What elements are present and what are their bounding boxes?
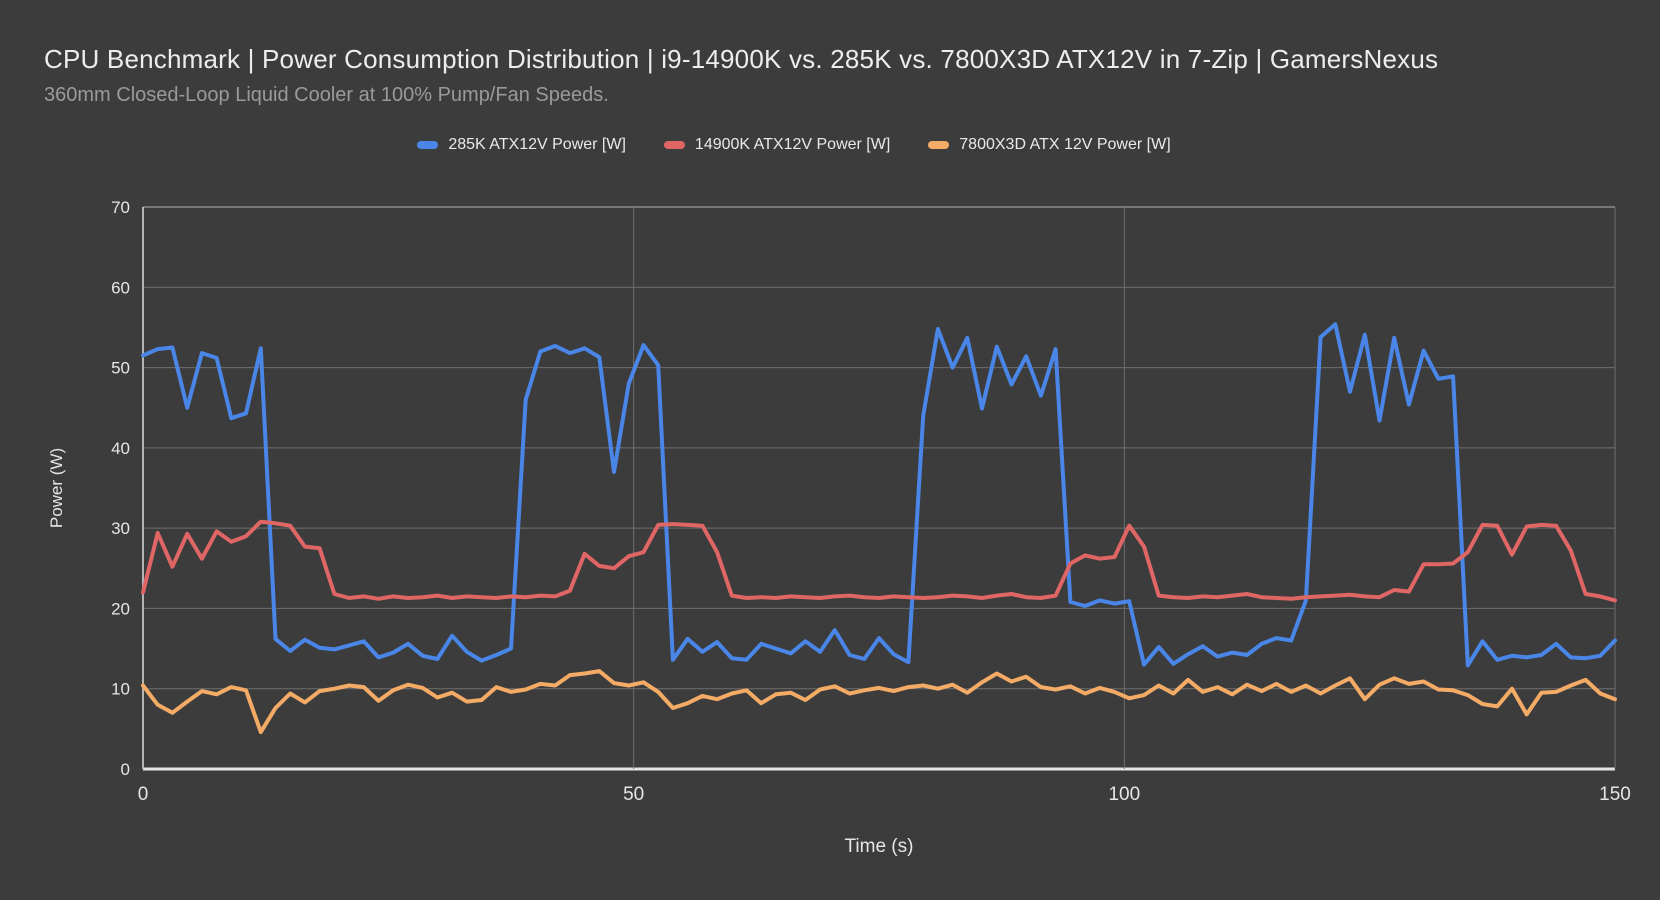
legend-swatch-285k-icon xyxy=(417,141,439,149)
y-tick-label: 40 xyxy=(111,439,130,458)
legend-item-285k: 285K ATX12V Power [W] xyxy=(417,136,626,154)
legend-swatch-7800x3d-icon xyxy=(928,141,950,149)
series-line-1 xyxy=(141,519,1617,603)
legend-label-7800x3d: 7800X3D ATX 12V Power [W] xyxy=(959,136,1171,153)
x-tick-label: 100 xyxy=(1108,784,1140,805)
series-line-0 xyxy=(141,322,1617,668)
y-tick-label: 70 xyxy=(111,198,130,217)
y-tick-label: 30 xyxy=(111,519,130,538)
y-tick-label: 10 xyxy=(111,680,130,699)
y-axis-title: Power (W) xyxy=(47,447,66,529)
x-tick-label: 50 xyxy=(623,784,644,805)
x-tick-label: 150 xyxy=(1599,784,1631,805)
y-tick-label: 20 xyxy=(111,599,130,618)
x-tick-label: 0 xyxy=(138,784,149,805)
chart-subtitle: 360mm Closed-Loop Liquid Cooler at 100% … xyxy=(44,84,609,106)
y-tick-label: 0 xyxy=(121,760,130,779)
chart-title: CPU Benchmark | Power Consumption Distri… xyxy=(44,44,1439,74)
y-tick-label: 50 xyxy=(111,359,130,378)
legend-label-14900k: 14900K ATX12V Power [W] xyxy=(694,136,891,153)
legend-item-14900k: 14900K ATX12V Power [W] xyxy=(663,136,891,154)
y-tick-label: 60 xyxy=(111,278,130,297)
x-axis-title: Time (s) xyxy=(844,836,914,857)
series-line-2 xyxy=(141,669,1617,735)
legend-swatch-14900k-icon xyxy=(663,141,685,149)
legend-item-7800x3d: 7800X3D ATX 12V Power [W] xyxy=(928,136,1171,154)
legend-label-285k: 285K ATX12V Power [W] xyxy=(448,136,626,153)
legend: 285K ATX12V Power [W] 14900K ATX12V Powe… xyxy=(0,136,1588,154)
